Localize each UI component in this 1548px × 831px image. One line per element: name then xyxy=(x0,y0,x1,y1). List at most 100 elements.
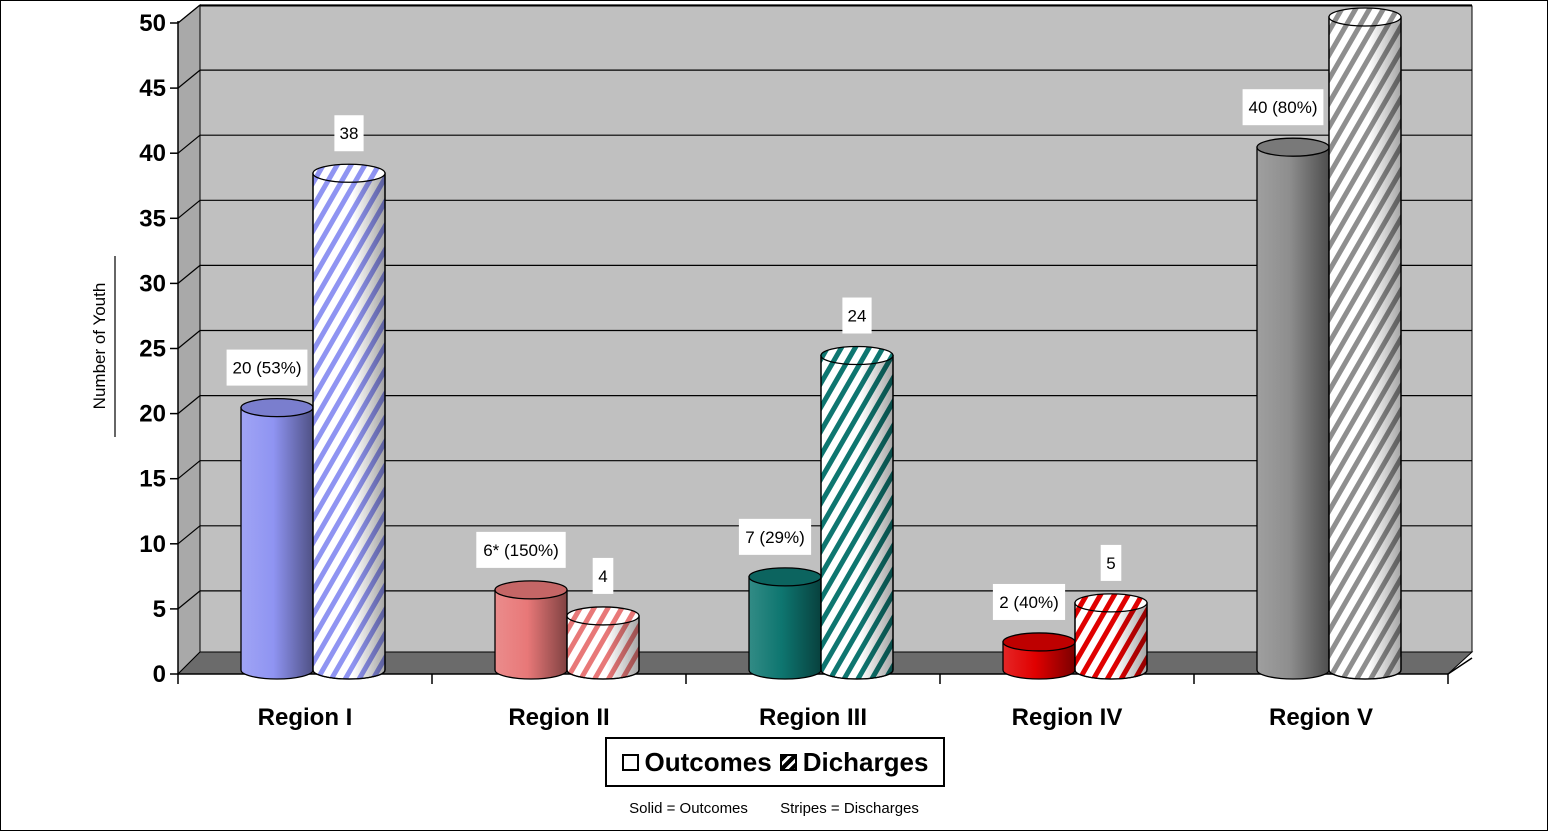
x-tick-label: Region II xyxy=(508,704,609,731)
y-tick-label: 45 xyxy=(139,75,166,102)
footnote-solid: Solid = Outcomes xyxy=(629,800,748,817)
data-label-text: 4 xyxy=(598,567,607,586)
data-label-text: 20 (53%) xyxy=(233,359,302,378)
gridline-diagonal xyxy=(177,264,201,284)
data-label-box xyxy=(738,518,812,555)
data-label: 2 (40%) xyxy=(992,583,1066,620)
y-tick-label: 0 xyxy=(153,661,166,688)
data-label-text: 6* (150%) xyxy=(483,541,559,560)
gridline-diagonal xyxy=(177,395,201,415)
bar-shade xyxy=(313,173,385,680)
x-tick-label: Region I xyxy=(258,704,353,731)
bar-shade xyxy=(821,355,893,679)
bar xyxy=(1002,632,1076,680)
bar-shade xyxy=(1329,17,1401,679)
y-tick-label: 10 xyxy=(139,531,166,558)
bar-shade xyxy=(1075,602,1147,679)
bar-top xyxy=(566,606,640,626)
gridline-diagonal xyxy=(177,199,201,219)
data-label-text: 24 xyxy=(848,307,867,326)
data-label-box xyxy=(842,297,872,334)
bar-top xyxy=(312,163,386,183)
bar-body xyxy=(1002,641,1076,680)
data-label-box xyxy=(1242,89,1324,126)
bar-outline xyxy=(820,354,894,680)
data-label-box xyxy=(226,349,308,386)
y-tick-label: 20 xyxy=(139,401,166,428)
legend: Outcomes Dicharges xyxy=(605,737,945,787)
gridline-diagonal xyxy=(177,69,201,89)
bar-top xyxy=(1328,7,1402,27)
data-label-box xyxy=(476,531,566,568)
bar xyxy=(494,580,568,680)
bar xyxy=(566,606,640,680)
bar xyxy=(820,345,894,680)
data-label-text: 40 (80%) xyxy=(1249,98,1318,117)
bar-top xyxy=(1074,593,1148,613)
bar-top xyxy=(494,580,568,600)
bar-outline xyxy=(312,172,386,680)
bar-body xyxy=(1256,146,1330,680)
x-tick-label: Region III xyxy=(759,704,867,731)
data-label-text: 7 (29%) xyxy=(745,528,805,547)
data-label: 7 (29%) xyxy=(738,518,812,555)
data-label-box xyxy=(592,557,614,594)
bar xyxy=(748,567,822,680)
y-tick-label: 25 xyxy=(139,336,166,363)
data-label: 40 (80%) xyxy=(1242,89,1324,126)
data-label: 5 xyxy=(1100,544,1122,581)
y-tick-label: 50 xyxy=(139,10,166,37)
bar-outline xyxy=(1074,602,1148,680)
bar xyxy=(312,163,386,680)
legend-swatch-striped xyxy=(779,753,797,771)
data-label: 20 (53%) xyxy=(226,349,308,386)
x-tick-label: Region V xyxy=(1269,704,1373,731)
bar-body xyxy=(240,406,314,680)
bar-top xyxy=(1256,137,1330,157)
data-label: 38 xyxy=(334,115,364,152)
y-tick-label: 35 xyxy=(139,205,166,232)
data-label-box xyxy=(992,583,1066,620)
data-labels: 20 (53%) 6* (150%) 7 (29%) 2 (40%) 40 (80%) 3… xyxy=(226,89,1324,620)
bar-body xyxy=(748,576,822,680)
data-label: 6* (150%) xyxy=(476,531,566,568)
bar-shade xyxy=(567,615,639,679)
bar xyxy=(1256,137,1330,680)
y-tick-label: 15 xyxy=(139,466,166,493)
bar-top xyxy=(748,567,822,587)
gridline-diagonal xyxy=(177,330,201,349)
gridline-diagonal xyxy=(177,460,201,480)
bar xyxy=(240,397,314,680)
legend-label: Outcomes xyxy=(644,746,772,777)
floor-edge xyxy=(1447,657,1473,675)
data-label: 24 xyxy=(842,297,872,334)
footnote-stripes: Stripes = Discharges xyxy=(780,800,919,817)
bar-outline xyxy=(1328,16,1402,680)
data-label-box xyxy=(1100,544,1122,581)
bar-outline xyxy=(566,615,640,680)
y-axis-label: Number of Youth xyxy=(90,283,109,410)
bar-body xyxy=(494,589,568,680)
data-label: 4 xyxy=(592,557,614,594)
legend-swatch-solid xyxy=(621,753,639,771)
x-tick-label: Region IV xyxy=(1012,704,1123,731)
bar-top xyxy=(240,397,314,418)
y-tick-label: 30 xyxy=(139,270,166,297)
footnote: Solid = Outcomes Stripes = Discharges xyxy=(0,800,1548,817)
bar xyxy=(1074,593,1148,680)
legend-item-outcomes: Outcomes xyxy=(621,746,772,778)
gridline-diagonal xyxy=(177,590,201,610)
data-label-box xyxy=(334,115,364,152)
bar-top xyxy=(1002,632,1076,652)
data-label-text: 38 xyxy=(340,124,359,143)
bar xyxy=(1328,7,1402,680)
legend-item-discharges: Dicharges xyxy=(779,746,929,778)
y-tick-label: 5 xyxy=(153,596,166,623)
bar-top xyxy=(820,345,894,366)
legend-label: Dicharges xyxy=(802,746,929,777)
y-tick-label: 40 xyxy=(139,140,166,167)
bars xyxy=(240,7,1402,680)
data-label-text: 2 (40%) xyxy=(999,593,1059,612)
data-label-text: 5 xyxy=(1106,554,1115,573)
